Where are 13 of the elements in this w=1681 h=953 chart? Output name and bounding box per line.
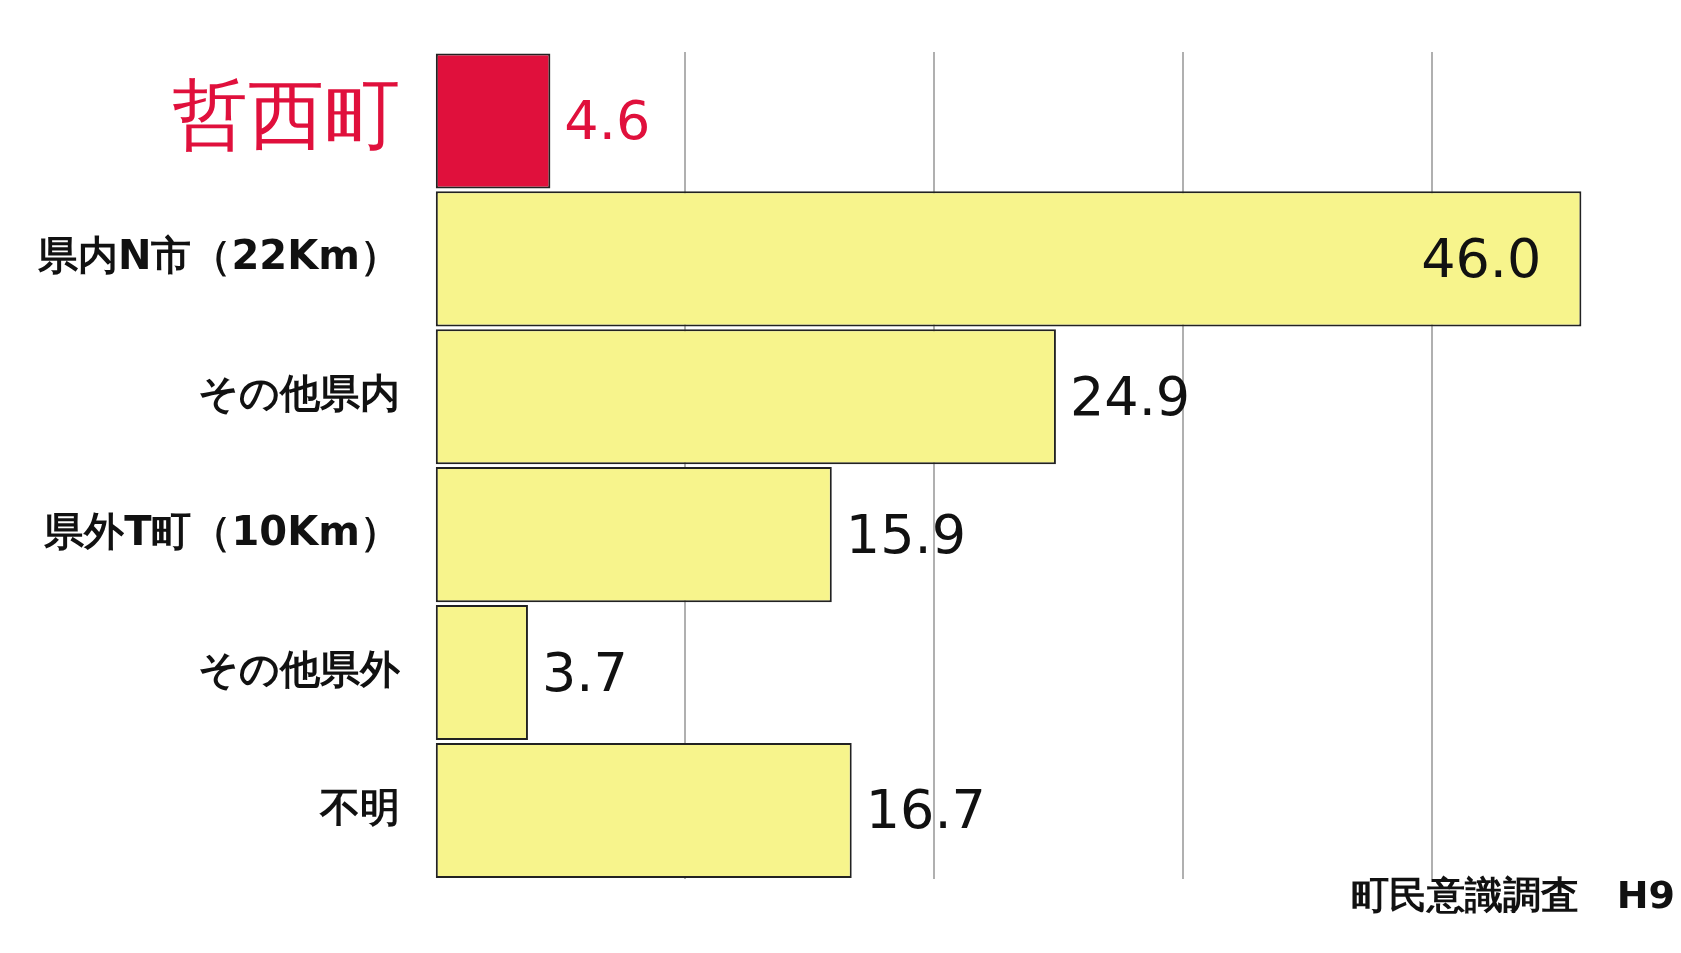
y-tick-label: 不明 xyxy=(318,783,400,830)
data-label: 3.7 xyxy=(541,640,628,704)
data-label: 46.0 xyxy=(1421,226,1542,290)
y-tick-label: その他県外 xyxy=(197,645,401,692)
y-tick-label: 哲西町 xyxy=(171,69,400,159)
data-label: 24.9 xyxy=(1069,364,1191,428)
y-tick-label: 県内N市（22Km） xyxy=(36,232,400,279)
data-label: 16.7 xyxy=(865,778,986,842)
y-tick-label: 県外T町（10Km） xyxy=(43,508,400,555)
data-label: 4.6 xyxy=(564,88,651,152)
annotation: 町民意識調査 H9 xyxy=(1350,872,1675,917)
y-tick-label: その他県内 xyxy=(197,370,400,417)
data-label: 15.9 xyxy=(845,502,967,566)
